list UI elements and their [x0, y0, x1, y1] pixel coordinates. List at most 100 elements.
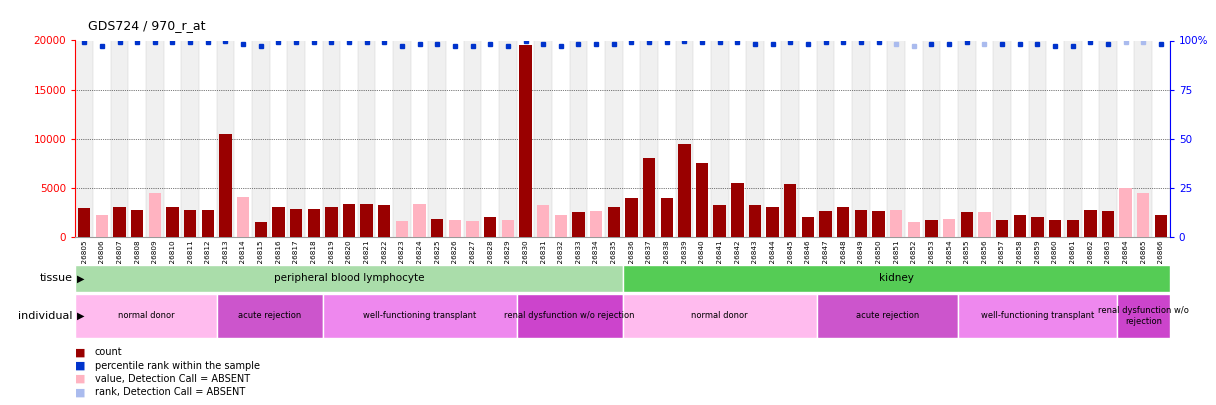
- Bar: [693, 40, 711, 237]
- Text: renal dysfunction w/o rejection: renal dysfunction w/o rejection: [505, 311, 635, 320]
- Bar: [784, 184, 796, 237]
- Text: ▶: ▶: [77, 273, 84, 283]
- Text: GSM26845: GSM26845: [787, 239, 793, 279]
- Bar: [696, 163, 708, 237]
- Text: GSM26808: GSM26808: [134, 239, 140, 279]
- Bar: [428, 40, 446, 237]
- Text: GSM26851: GSM26851: [894, 239, 899, 279]
- Text: GSM26848: GSM26848: [840, 239, 846, 279]
- Bar: [1137, 193, 1149, 237]
- Bar: [749, 205, 761, 237]
- Bar: [799, 40, 817, 237]
- Bar: [395, 221, 409, 237]
- Bar: [961, 212, 973, 237]
- Bar: [235, 40, 252, 237]
- Text: percentile rank within the sample: percentile rank within the sample: [95, 361, 260, 371]
- Text: GSM26864: GSM26864: [1122, 239, 1128, 279]
- Bar: [305, 40, 322, 237]
- Bar: [393, 40, 411, 237]
- Text: GSM26807: GSM26807: [117, 239, 123, 279]
- Text: acute rejection: acute rejection: [856, 311, 919, 320]
- Text: GSM26860: GSM26860: [1052, 239, 1058, 279]
- Bar: [888, 40, 905, 237]
- Text: ▶: ▶: [77, 311, 84, 321]
- Bar: [199, 40, 216, 237]
- Bar: [1046, 40, 1064, 237]
- Text: GSM26823: GSM26823: [399, 239, 405, 279]
- Bar: [940, 40, 958, 237]
- Bar: [537, 205, 550, 237]
- Text: GSM26857: GSM26857: [1000, 239, 1006, 279]
- Bar: [308, 209, 320, 237]
- Bar: [643, 158, 655, 237]
- Text: GSM26836: GSM26836: [629, 239, 635, 279]
- Bar: [517, 294, 623, 338]
- Bar: [731, 183, 743, 237]
- Bar: [78, 209, 90, 237]
- Bar: [446, 40, 463, 237]
- Text: individual: individual: [18, 311, 73, 321]
- Text: GSM26814: GSM26814: [240, 239, 246, 279]
- Bar: [1010, 40, 1029, 237]
- Bar: [413, 204, 426, 237]
- Bar: [676, 40, 693, 237]
- Bar: [852, 40, 869, 237]
- Bar: [641, 40, 658, 237]
- Bar: [358, 40, 376, 237]
- Text: GSM26849: GSM26849: [858, 239, 863, 279]
- Text: GSM26828: GSM26828: [488, 239, 494, 279]
- Text: GSM26843: GSM26843: [751, 239, 758, 279]
- Bar: [129, 40, 146, 237]
- Text: GSM26833: GSM26833: [575, 239, 581, 279]
- Bar: [590, 211, 602, 237]
- Bar: [148, 193, 161, 237]
- Text: GSM26805: GSM26805: [81, 239, 88, 279]
- Bar: [1049, 220, 1062, 237]
- Bar: [322, 294, 517, 338]
- Text: peripheral blood lymphocyte: peripheral blood lymphocyte: [274, 273, 424, 283]
- Bar: [801, 217, 814, 237]
- Bar: [131, 211, 143, 237]
- Text: GSM26854: GSM26854: [946, 239, 952, 279]
- Bar: [625, 198, 637, 237]
- Bar: [907, 222, 921, 237]
- Text: rank, Detection Call = ABSENT: rank, Detection Call = ABSENT: [95, 388, 246, 397]
- Bar: [660, 198, 672, 237]
- Bar: [519, 45, 531, 237]
- Bar: [975, 40, 993, 237]
- Bar: [1116, 40, 1135, 237]
- Text: GDS724 / 970_r_at: GDS724 / 970_r_at: [88, 19, 206, 32]
- Bar: [1029, 40, 1046, 237]
- Bar: [517, 40, 534, 237]
- Bar: [75, 294, 216, 338]
- Bar: [817, 294, 958, 338]
- Bar: [94, 40, 111, 237]
- Bar: [923, 40, 940, 237]
- Bar: [287, 40, 305, 237]
- Bar: [254, 222, 266, 237]
- Bar: [75, 40, 94, 237]
- Text: GSM26863: GSM26863: [1105, 239, 1111, 279]
- Text: GSM26811: GSM26811: [187, 239, 193, 279]
- Bar: [890, 211, 902, 237]
- Text: GSM26852: GSM26852: [911, 239, 917, 279]
- Text: GSM26839: GSM26839: [681, 239, 687, 279]
- Bar: [252, 40, 270, 237]
- Text: GSM26825: GSM26825: [434, 239, 440, 279]
- Text: well-functioning transplant: well-functioning transplant: [981, 311, 1094, 320]
- Bar: [360, 204, 373, 237]
- Text: GSM26819: GSM26819: [328, 239, 334, 279]
- Text: GSM26853: GSM26853: [929, 239, 934, 279]
- Text: GSM26844: GSM26844: [770, 239, 776, 279]
- Text: GSM26820: GSM26820: [347, 239, 351, 279]
- Text: GSM26837: GSM26837: [646, 239, 652, 279]
- Text: GSM26842: GSM26842: [734, 239, 741, 279]
- Text: GSM26856: GSM26856: [981, 239, 987, 279]
- Text: GSM26866: GSM26866: [1158, 239, 1164, 279]
- Bar: [1064, 40, 1081, 237]
- Bar: [747, 40, 764, 237]
- Text: GSM26834: GSM26834: [593, 239, 599, 279]
- Bar: [764, 40, 782, 237]
- Bar: [499, 40, 517, 237]
- Bar: [463, 40, 482, 237]
